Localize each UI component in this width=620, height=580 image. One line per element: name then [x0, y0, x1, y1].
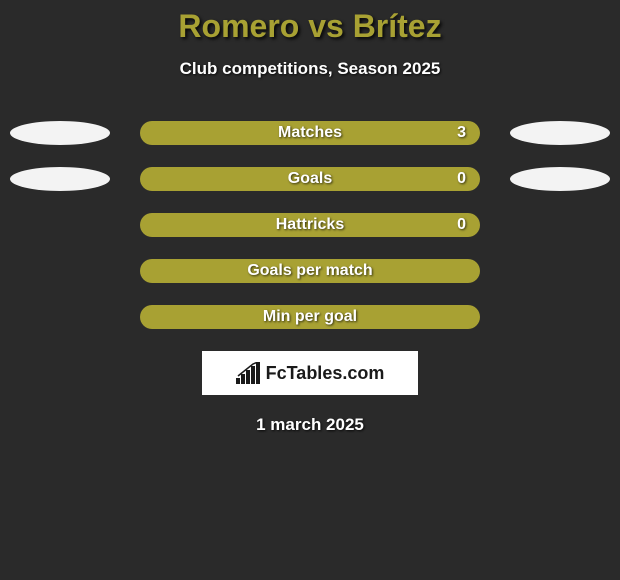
- stat-bar: Goals 0: [140, 167, 480, 191]
- subtitle: Club competitions, Season 2025: [0, 59, 620, 79]
- stat-value: 0: [457, 216, 466, 234]
- page-title: Romero vs Brítez: [0, 8, 620, 45]
- stat-bar: Min per goal: [140, 305, 480, 329]
- right-ellipse: [510, 167, 610, 191]
- stat-row: Goals 0: [0, 167, 620, 191]
- stat-bar: Goals per match: [140, 259, 480, 283]
- stat-row: Matches 3: [0, 121, 620, 145]
- bars-icon: [236, 362, 262, 384]
- stat-label: Hattricks: [276, 216, 344, 234]
- left-ellipse: [10, 167, 110, 191]
- left-ellipse: [10, 121, 110, 145]
- stat-value: 3: [457, 124, 466, 142]
- stat-label: Min per goal: [263, 308, 357, 326]
- logo-box: FcTables.com: [202, 351, 418, 395]
- right-ellipse: [510, 121, 610, 145]
- stat-label: Goals: [288, 170, 332, 188]
- stat-bar: Matches 3: [140, 121, 480, 145]
- logo-text: FcTables.com: [266, 363, 385, 384]
- stat-row: Hattricks 0: [0, 213, 620, 237]
- date-label: 1 march 2025: [0, 415, 620, 435]
- comparison-infographic: Romero vs Brítez Club competitions, Seas…: [0, 0, 620, 435]
- stat-row: Goals per match: [0, 259, 620, 283]
- stat-rows: Matches 3 Goals 0 Hattricks 0 Goals per match M…: [0, 121, 620, 329]
- stat-bar: Hattricks 0: [140, 213, 480, 237]
- stat-value: 0: [457, 170, 466, 188]
- stat-label: Goals per match: [247, 262, 372, 280]
- stat-label: Matches: [278, 124, 342, 142]
- stat-row: Min per goal: [0, 305, 620, 329]
